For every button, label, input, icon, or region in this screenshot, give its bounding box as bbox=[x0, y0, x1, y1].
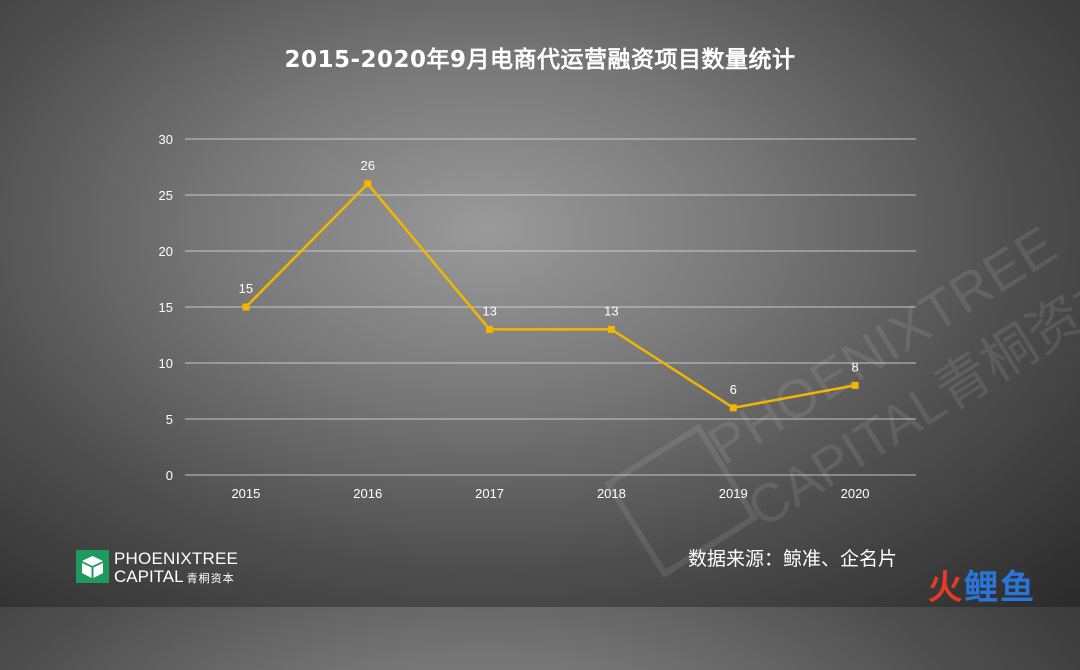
brand-part1: 火 bbox=[928, 568, 964, 608]
y-tick-label: 10 bbox=[159, 356, 173, 371]
series-line bbox=[245, 182, 856, 410]
grid-lines bbox=[185, 138, 916, 476]
line-chart: 0 5 10 15 20 25 30 2015 2016 2017 2018 2019 2020 15… bbox=[159, 132, 916, 501]
data-points bbox=[242, 180, 859, 412]
x-tick-label: 2017 bbox=[475, 486, 504, 501]
series-polyline bbox=[245, 182, 856, 410]
data-label: 13 bbox=[604, 303, 618, 318]
x-axis-ticks: 2015 2016 2017 2018 2019 2020 bbox=[231, 486, 869, 501]
y-tick-label: 0 bbox=[166, 468, 173, 483]
data-point bbox=[729, 404, 737, 412]
brand-part2: 鲤鱼 bbox=[964, 568, 1036, 608]
x-tick-label: 2020 bbox=[841, 486, 870, 501]
data-point bbox=[851, 381, 859, 389]
data-label: 13 bbox=[482, 303, 496, 318]
data-label: 6 bbox=[730, 382, 737, 397]
y-tick-label: 5 bbox=[166, 412, 173, 427]
x-tick-label: 2018 bbox=[597, 486, 626, 501]
y-tick-label: 15 bbox=[159, 300, 173, 315]
x-tick-label: 2016 bbox=[353, 486, 382, 501]
y-tick-label: 25 bbox=[159, 188, 173, 203]
x-tick-label: 2015 bbox=[231, 486, 260, 501]
phoenixtree-logo-icon bbox=[76, 550, 109, 583]
data-label: 8 bbox=[851, 359, 858, 374]
data-point bbox=[364, 180, 372, 188]
chart-title: 2015-2020年9月电商代运营融资项目数量统计 bbox=[284, 47, 796, 73]
data-point bbox=[242, 303, 250, 311]
data-point bbox=[486, 325, 494, 333]
data-point bbox=[607, 325, 615, 333]
data-label: 26 bbox=[361, 158, 375, 173]
y-tick-label: 20 bbox=[159, 244, 173, 259]
data-labels: 15 26 13 13 6 8 bbox=[239, 158, 859, 397]
x-tick-label: 2019 bbox=[719, 486, 748, 501]
brand-logo: 火鲤鱼 bbox=[928, 560, 1036, 609]
logo-capital: CAPITAL bbox=[114, 567, 184, 586]
logo-subtitle: CAPITAL 青桐资本 bbox=[114, 568, 235, 588]
y-axis-ticks: 0 5 10 15 20 25 30 bbox=[159, 132, 173, 483]
data-source: 数据来源：鲸准、企名片 bbox=[688, 548, 898, 570]
data-label: 15 bbox=[239, 281, 253, 296]
logo-name: PHOENIXTREE bbox=[114, 549, 239, 568]
logo-chinese: 青桐资本 bbox=[186, 573, 235, 585]
y-tick-label: 30 bbox=[159, 132, 173, 147]
